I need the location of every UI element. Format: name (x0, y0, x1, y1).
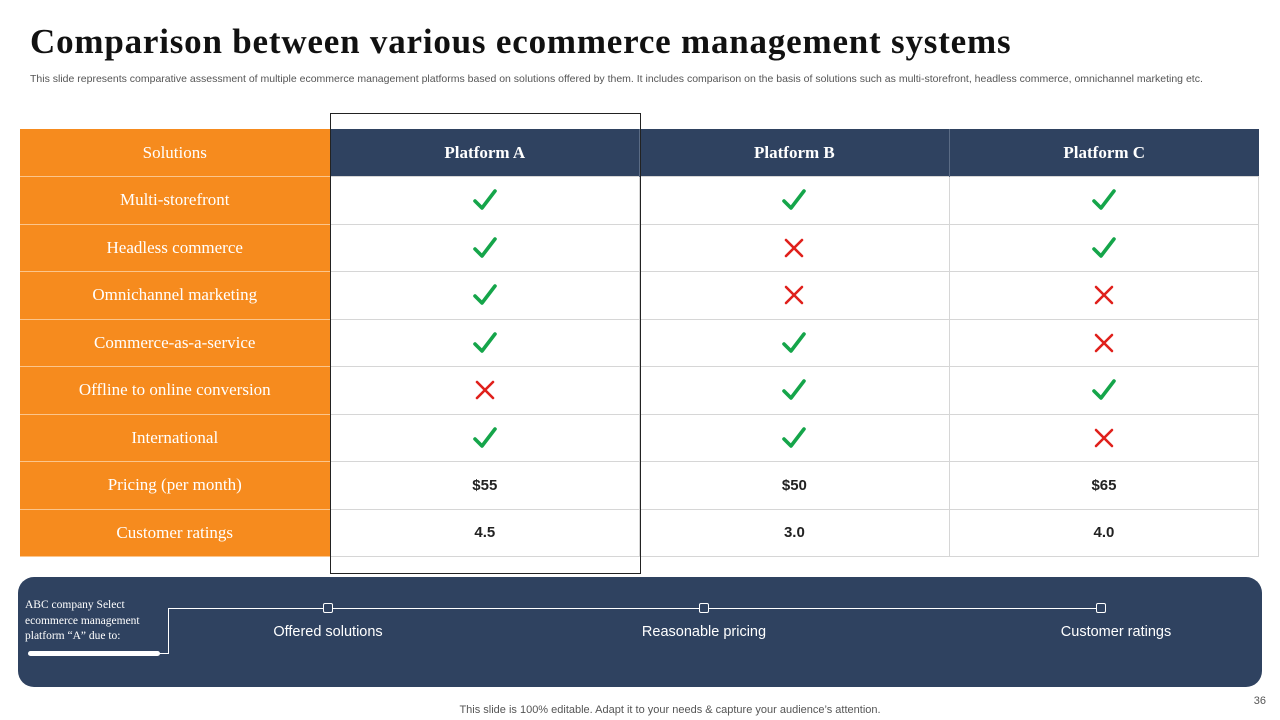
page-number: 36 (1253, 695, 1266, 707)
check-icon (782, 189, 807, 211)
check-icon (782, 426, 807, 448)
header-solutions: Solutions (20, 129, 330, 177)
table-row: Commerce-as-a-service (20, 318, 1260, 367)
row-label: International (20, 414, 330, 462)
table-cell-value: 4.0 (948, 508, 1260, 557)
banner-label: ABC company Select ecommerce management … (25, 599, 140, 642)
check-icon (782, 379, 807, 401)
header-platform-c: Platform C (948, 129, 1259, 177)
header-platform-a: Platform A (329, 129, 640, 177)
cross-icon (785, 285, 804, 305)
table-cell-value: 3.0 (639, 508, 950, 557)
cross-icon (785, 238, 804, 258)
check-icon (472, 426, 497, 448)
table-cell (948, 366, 1260, 415)
table-cell (948, 318, 1260, 367)
row-label: Offline to online conversion (20, 366, 330, 415)
check-icon (1092, 379, 1116, 401)
table-cell (639, 366, 950, 415)
timeline-line (168, 608, 1104, 609)
cross-icon (1094, 333, 1114, 353)
table-cell (329, 271, 641, 320)
row-label: Customer ratings (20, 509, 330, 557)
point-reasonable-pricing: Reasonable pricing (641, 624, 767, 640)
table-cell-value: $65 (948, 461, 1260, 510)
row-label: Multi-storefront (20, 176, 330, 225)
check-icon (472, 331, 497, 353)
page-title: Comparison between various ecommerce man… (30, 22, 1012, 61)
table-row: Customer ratings 4.5 3.0 4.0 (20, 508, 1260, 557)
table-cell (639, 223, 950, 272)
table-header-row: Solutions Platform A Platform B Platform… (20, 129, 1259, 177)
table-row: Offline to online conversion (20, 366, 1260, 415)
table-cell (639, 271, 950, 320)
header-platform-b: Platform B (639, 129, 950, 177)
table-row: Omnichannel marketing (20, 271, 1260, 320)
table-cell (948, 176, 1260, 225)
timeline-connector-stub (158, 653, 169, 654)
table-cell (639, 318, 950, 367)
table-cell (329, 318, 641, 367)
check-icon (782, 331, 807, 353)
cross-icon (475, 380, 495, 400)
conclusion-banner (18, 577, 1262, 687)
row-label: Commerce-as-a-service (20, 319, 330, 367)
row-label: Omnichannel marketing (20, 271, 330, 320)
check-icon (472, 236, 497, 258)
check-icon (472, 284, 497, 306)
table-cell (329, 366, 641, 415)
footer-note: This slide is 100% editable. Adapt it to… (459, 704, 881, 716)
cross-icon (1094, 428, 1114, 448)
table-cell (948, 223, 1260, 272)
table-cell-value: $55 (329, 461, 641, 510)
table-cell (639, 413, 950, 462)
table-row: International (20, 413, 1260, 462)
banner-accent-bar (28, 651, 160, 656)
timeline-node-2 (699, 603, 709, 613)
row-label: Pricing (per month) (20, 461, 330, 510)
page-subtitle: This slide represents comparative assess… (30, 73, 1203, 85)
cross-icon (1094, 285, 1114, 305)
table-cell (329, 176, 641, 225)
table-row: Multi-storefront (20, 176, 1260, 225)
table-cell (948, 271, 1260, 320)
table-cell-value: $50 (639, 461, 950, 510)
table-cell-value: 4.5 (329, 508, 641, 557)
comparison-table: Solutions Platform A Platform B Platform… (20, 129, 1260, 557)
table-cell (329, 223, 641, 272)
table-row: Pricing (per month) $55 $50 $65 (20, 461, 1260, 510)
table-cell (948, 413, 1260, 462)
table-cell (329, 413, 641, 462)
check-icon (1092, 236, 1116, 258)
check-icon (1092, 189, 1116, 211)
point-offered-solutions: Offered solutions (273, 624, 383, 640)
row-label: Headless commerce (20, 224, 330, 272)
timeline-node-1 (323, 603, 333, 613)
table-cell (639, 176, 950, 225)
table-row: Headless commerce (20, 223, 1260, 272)
timeline-connector (168, 608, 169, 654)
point-customer-ratings: Customer ratings (1060, 624, 1172, 640)
timeline-node-3 (1096, 603, 1106, 613)
check-icon (472, 189, 497, 211)
